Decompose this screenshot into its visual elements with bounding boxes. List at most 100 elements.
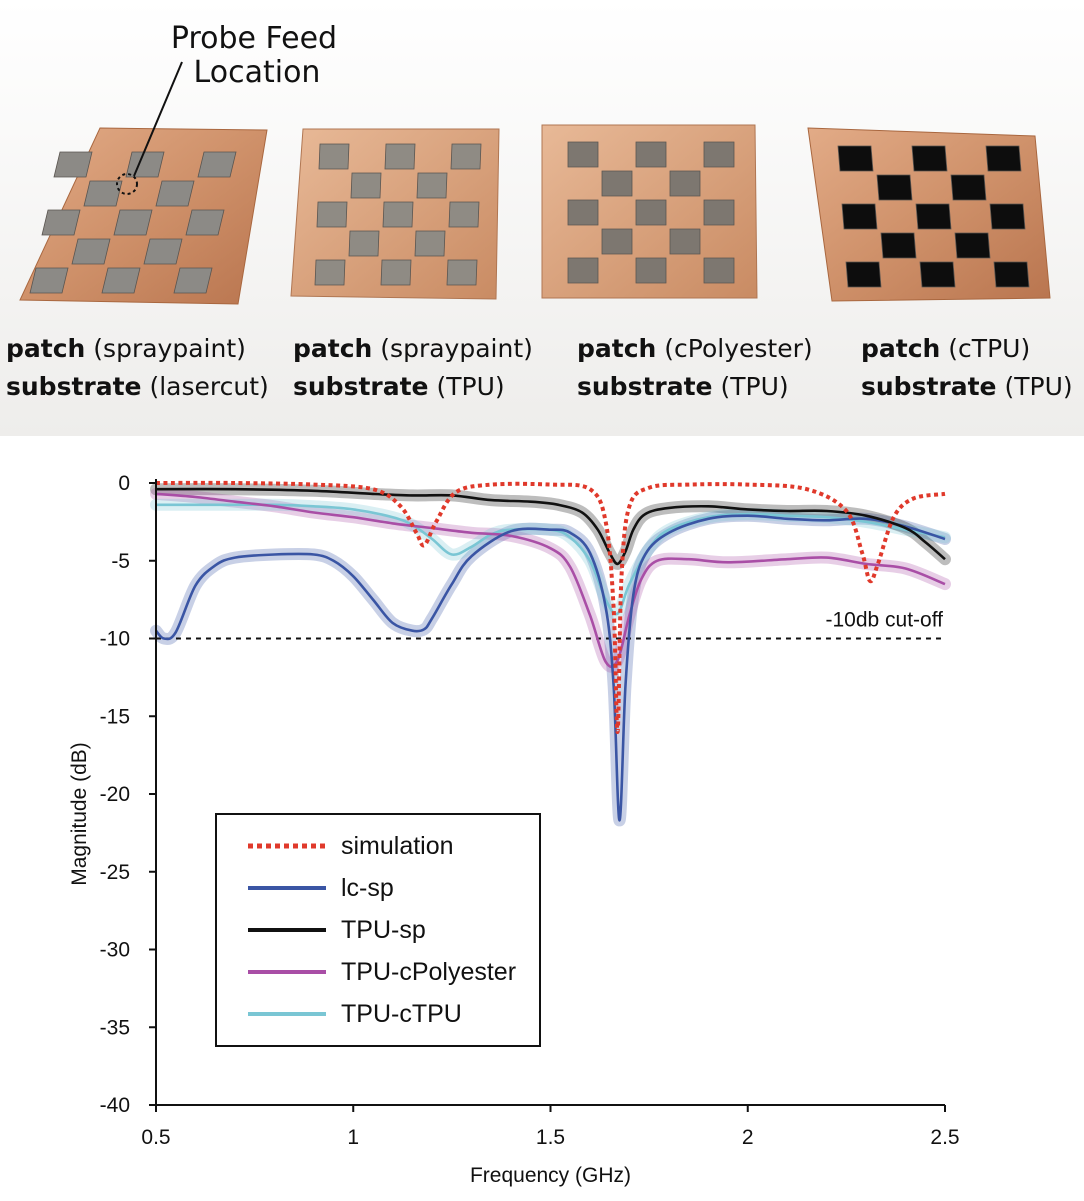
patch-tile: [173, 267, 213, 294]
x-axis-title: Frequency (GHz): [470, 1164, 631, 1187]
axes: [149, 479, 946, 1112]
tick-labels: 0.5 1 1.5 2 2.5 0 -5 -10 -15 -20 -25 -30 -35 -40: [100, 472, 960, 1149]
patch-tile: [989, 203, 1026, 230]
patch-tile: [985, 145, 1022, 172]
patch-tile: [384, 143, 416, 170]
series-line-lc-sp: [155, 514, 946, 822]
antenna-samples-photo: Probe Feed Location: [0, 0, 1084, 436]
sample-board-3: [541, 124, 758, 299]
patch-tile: [703, 199, 735, 226]
x-tick-label: 1.5: [536, 1126, 565, 1149]
patch-tile: [635, 141, 667, 168]
y-axis-title: Magnitude (dB): [68, 742, 91, 886]
patch-grid-1: [29, 151, 237, 294]
cutoff-label: -10db cut-off: [825, 609, 943, 632]
s11-chart-svg: -10db cut-off 0.5 1 1.5 2 2.5 0 -5 -10 -15 -20 -25…: [68, 472, 960, 1187]
patch-tile: [567, 141, 599, 168]
caption-substrate-label: substrate: [6, 372, 142, 401]
patch-tile: [416, 172, 448, 199]
patch-tile: [954, 232, 991, 259]
legend: simulation lc-sp TPU-sp TPU-cPolyester TPU-c…: [215, 813, 541, 1047]
patch-grid-3: [567, 141, 735, 284]
patch-tile: [567, 257, 599, 284]
y-tick-label: -25: [100, 861, 130, 884]
patch-tile: [703, 257, 735, 284]
s11-chart: -10db cut-off 0.5 1 1.5 2 2.5 0 -5 -10 -15 -20 -25…: [0, 436, 1084, 1196]
y-tick-label: -20: [100, 783, 130, 806]
caption-substrate-label: substrate: [293, 372, 429, 401]
sample-board-1: [19, 127, 268, 305]
sample-board-4: [807, 127, 1051, 302]
patch-tile: [635, 199, 667, 226]
legend-label-TPU-cPolyester: TPU-cPolyester: [341, 958, 516, 986]
variance-bands: [150, 483, 951, 827]
caption-patch-label: patch: [293, 334, 373, 363]
probe-feed-pointer: [133, 61, 183, 177]
series-line-TPU-cPolyester: [155, 492, 946, 669]
probe-feed-marker: [116, 173, 138, 195]
y-tick-label: -35: [100, 1016, 130, 1039]
patch-tile: [911, 145, 948, 172]
patch-tile: [876, 174, 913, 201]
patch-tile: [993, 261, 1030, 288]
patch-tile: [113, 209, 153, 236]
patch-tile: [101, 267, 141, 294]
series-line-simulation: [155, 480, 946, 734]
patch-tile: [950, 174, 987, 201]
patch-tile: [29, 267, 69, 294]
sample-board-2: [290, 128, 500, 300]
y-tick-label: -10: [100, 628, 130, 651]
patch-tile: [837, 145, 874, 172]
sample-caption-4: patch (cTPU) substrate (TPU): [861, 330, 1073, 406]
caption-patch-material: (cPolyester): [664, 334, 813, 363]
patch-tile: [143, 238, 183, 265]
patch-tile: [71, 238, 111, 265]
patch-tile: [450, 143, 482, 170]
patch-grid-2: [314, 143, 482, 286]
patch-tile: [880, 232, 917, 259]
probe-feed-label-line2: Location: [194, 55, 321, 90]
y-tick-label: -40: [100, 1094, 130, 1117]
patch-tile: [446, 259, 478, 286]
patch-tile: [703, 141, 735, 168]
caption-patch-material: (cTPU): [948, 334, 1031, 363]
x-tick-label: 2: [742, 1126, 754, 1149]
caption-substrate-label: substrate: [577, 372, 713, 401]
caption-substrate-material: (TPU): [720, 372, 789, 401]
patch-tile: [125, 151, 165, 178]
legend-label-lc-sp: lc-sp: [341, 874, 394, 902]
caption-patch-material: (spraypaint): [93, 334, 246, 363]
caption-patch-label: patch: [577, 334, 657, 363]
y-tick-label: 0: [118, 472, 130, 495]
caption-substrate-material: (lasercut): [149, 372, 269, 401]
caption-patch-material: (spraypaint): [380, 334, 533, 363]
series-line-TPU-sp: [155, 487, 946, 566]
sample-caption-3: patch (cPolyester) substrate (TPU): [577, 330, 813, 406]
patch-tile: [316, 201, 348, 228]
patch-tile: [83, 180, 123, 207]
patch-tile: [197, 151, 237, 178]
caption-substrate-label: substrate: [861, 372, 997, 401]
patch-tile: [155, 180, 195, 207]
caption-patch-label: patch: [6, 334, 86, 363]
patch-tile: [318, 143, 350, 170]
series-lines: [155, 480, 946, 822]
patch-tile: [382, 201, 414, 228]
patch-grid-4: [837, 145, 1030, 288]
patch-tile: [635, 257, 667, 284]
patch-tile: [841, 203, 878, 230]
patch-tile: [380, 259, 412, 286]
x-tick-label: 1: [347, 1126, 359, 1149]
patch-tile: [601, 170, 633, 197]
legend-label-simulation: simulation: [341, 832, 454, 860]
patch-tile: [414, 230, 446, 257]
patch-tile: [919, 261, 956, 288]
patch-tile: [567, 199, 599, 226]
caption-substrate-material: (TPU): [436, 372, 505, 401]
legend-label-TPU-sp: TPU-sp: [341, 916, 426, 944]
patch-tile: [669, 228, 701, 255]
patch-tile: [845, 261, 882, 288]
series-line-TPU-cTPU: [156, 503, 946, 616]
probe-feed-label-line1: Probe Feed: [171, 21, 337, 56]
patch-tile: [669, 170, 701, 197]
